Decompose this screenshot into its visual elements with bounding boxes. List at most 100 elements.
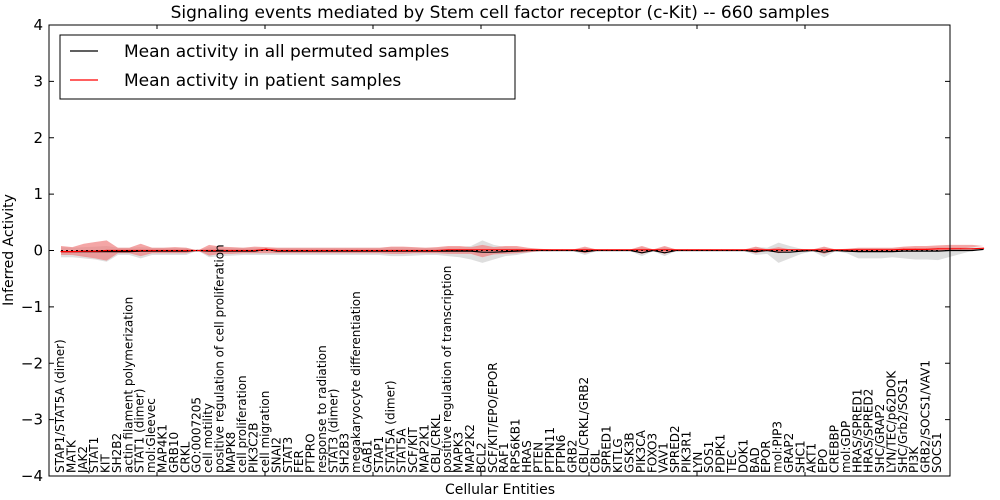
patient-point <box>367 249 370 252</box>
entity-label: CBL/CRKL <box>429 414 443 473</box>
entity-label: SHC1 <box>793 440 807 473</box>
entity-label: SOCS1 <box>930 432 944 473</box>
entity-label: JAK2 <box>76 446 90 474</box>
patient-point <box>800 249 802 251</box>
y-axis: 4 3 2 1 0 −1 −2 −3 −4 <box>21 16 950 485</box>
patient-point <box>128 249 130 252</box>
entity-label: CREBBP <box>828 425 842 473</box>
patient-point <box>470 249 472 251</box>
entity-label: STAT3 <box>281 437 295 473</box>
patient-point <box>766 249 768 251</box>
entity-label: positive regulation of transcription <box>440 266 454 473</box>
patient-point <box>641 249 643 251</box>
patient-point <box>812 249 814 251</box>
patient-point <box>436 249 438 252</box>
legend-label-patient: Mean activity in patient samples <box>124 71 401 91</box>
patient-point <box>538 249 540 251</box>
patient-point <box>459 249 461 251</box>
patient-point <box>789 249 791 251</box>
patient-point <box>937 248 939 250</box>
patient-point <box>675 249 677 251</box>
patient-point <box>607 249 609 251</box>
patient-point <box>83 250 85 252</box>
entity-label: CBL <box>588 449 602 473</box>
entity-label: cell migration <box>258 391 272 473</box>
y-tick-label: 0 <box>33 242 43 260</box>
patient-point <box>310 249 313 252</box>
entity-label: PTEN <box>531 442 545 473</box>
patient-point <box>982 247 985 249</box>
x-axis-label: Cellular Entities <box>445 482 555 498</box>
entity-label: MAPK3 <box>452 432 466 473</box>
patient-point <box>857 249 859 251</box>
entity-label: GSK3B <box>623 432 637 473</box>
patient-point <box>197 249 199 252</box>
patient-point <box>926 248 928 250</box>
entity-label: cell proliferation <box>235 375 249 473</box>
patient-point <box>60 251 62 253</box>
entity-label: SH2B3 <box>338 433 352 473</box>
patient-point <box>356 249 358 252</box>
entity-label: CBL/CRKL/GRB2 <box>577 377 591 473</box>
patient-point <box>572 249 575 251</box>
entity-label: PDPK1 <box>714 434 728 473</box>
entity-label: LYN <box>691 452 705 473</box>
patient-point <box>584 249 586 251</box>
legend: Mean activity in all permuted samples Me… <box>59 34 516 100</box>
entity-label: PIK3R1 <box>679 431 693 473</box>
entity-label: STAT3 (dimer) <box>326 389 340 473</box>
entity-label: GRB2 <box>566 439 580 473</box>
y-tick-label: 1 <box>33 185 43 203</box>
patient-point <box>686 249 689 251</box>
patient-point <box>709 249 711 251</box>
patient-point <box>254 249 256 252</box>
entity-label: BCL2 <box>474 442 488 473</box>
entity-label: PTPRO <box>304 433 318 473</box>
patient-mean-line <box>61 247 984 253</box>
y-tick-label: −1 <box>21 298 43 316</box>
patient-point <box>208 249 210 252</box>
entity-label: SCF/KIT/EPO/EPOR <box>486 362 500 473</box>
entity-label: FER <box>292 450 306 473</box>
patient-point <box>481 249 484 251</box>
patient-point <box>960 248 962 250</box>
entity-label: mol:GDP <box>839 421 853 473</box>
entity-label: PI3K <box>907 446 921 473</box>
x-axis-ticks <box>156 25 806 476</box>
patient-point <box>664 249 666 251</box>
patient-point <box>276 249 279 252</box>
patient-point <box>698 249 700 251</box>
entity-label: HRAS/SPRED1 <box>850 389 864 473</box>
patient-point <box>777 249 780 251</box>
y-tick-label: 2 <box>33 129 43 147</box>
entity-label: EPO <box>816 449 830 473</box>
entity-label: HRAS/SPRED2 <box>862 389 876 473</box>
entity-label: MAP2K2 <box>463 424 477 473</box>
y-tick-label: −2 <box>21 354 43 372</box>
entity-label: GRAP2 <box>782 433 796 473</box>
patient-point <box>424 249 427 252</box>
entity-label: LYN/TEC/p62DOK <box>884 370 898 473</box>
patient-point <box>117 249 119 252</box>
entity-label: EPOR <box>759 440 773 473</box>
patient-point <box>880 249 882 251</box>
entity-label: STAT5A <box>395 428 409 473</box>
patient-point <box>550 249 552 251</box>
patient-point <box>71 251 73 253</box>
patient-point <box>869 249 871 251</box>
patient-point <box>322 249 324 252</box>
y-tick-label: −4 <box>21 467 43 485</box>
y-axis-label: Inferred Activity <box>1 194 17 306</box>
patient-point <box>402 249 404 252</box>
entity-label: positive regulation of cell proliferatio… <box>213 244 227 473</box>
entity-label: SNAI2 <box>269 437 283 473</box>
entity-label: SHC/GRAP2 <box>873 404 887 473</box>
legend-box <box>59 34 516 100</box>
y-tick-label: 3 <box>33 72 43 90</box>
patient-point <box>219 249 222 252</box>
entity-label: PIK3CA <box>634 429 648 473</box>
patient-point <box>618 249 620 251</box>
patient-point <box>891 249 894 251</box>
patient-point <box>504 249 506 251</box>
patient-point <box>94 250 96 252</box>
